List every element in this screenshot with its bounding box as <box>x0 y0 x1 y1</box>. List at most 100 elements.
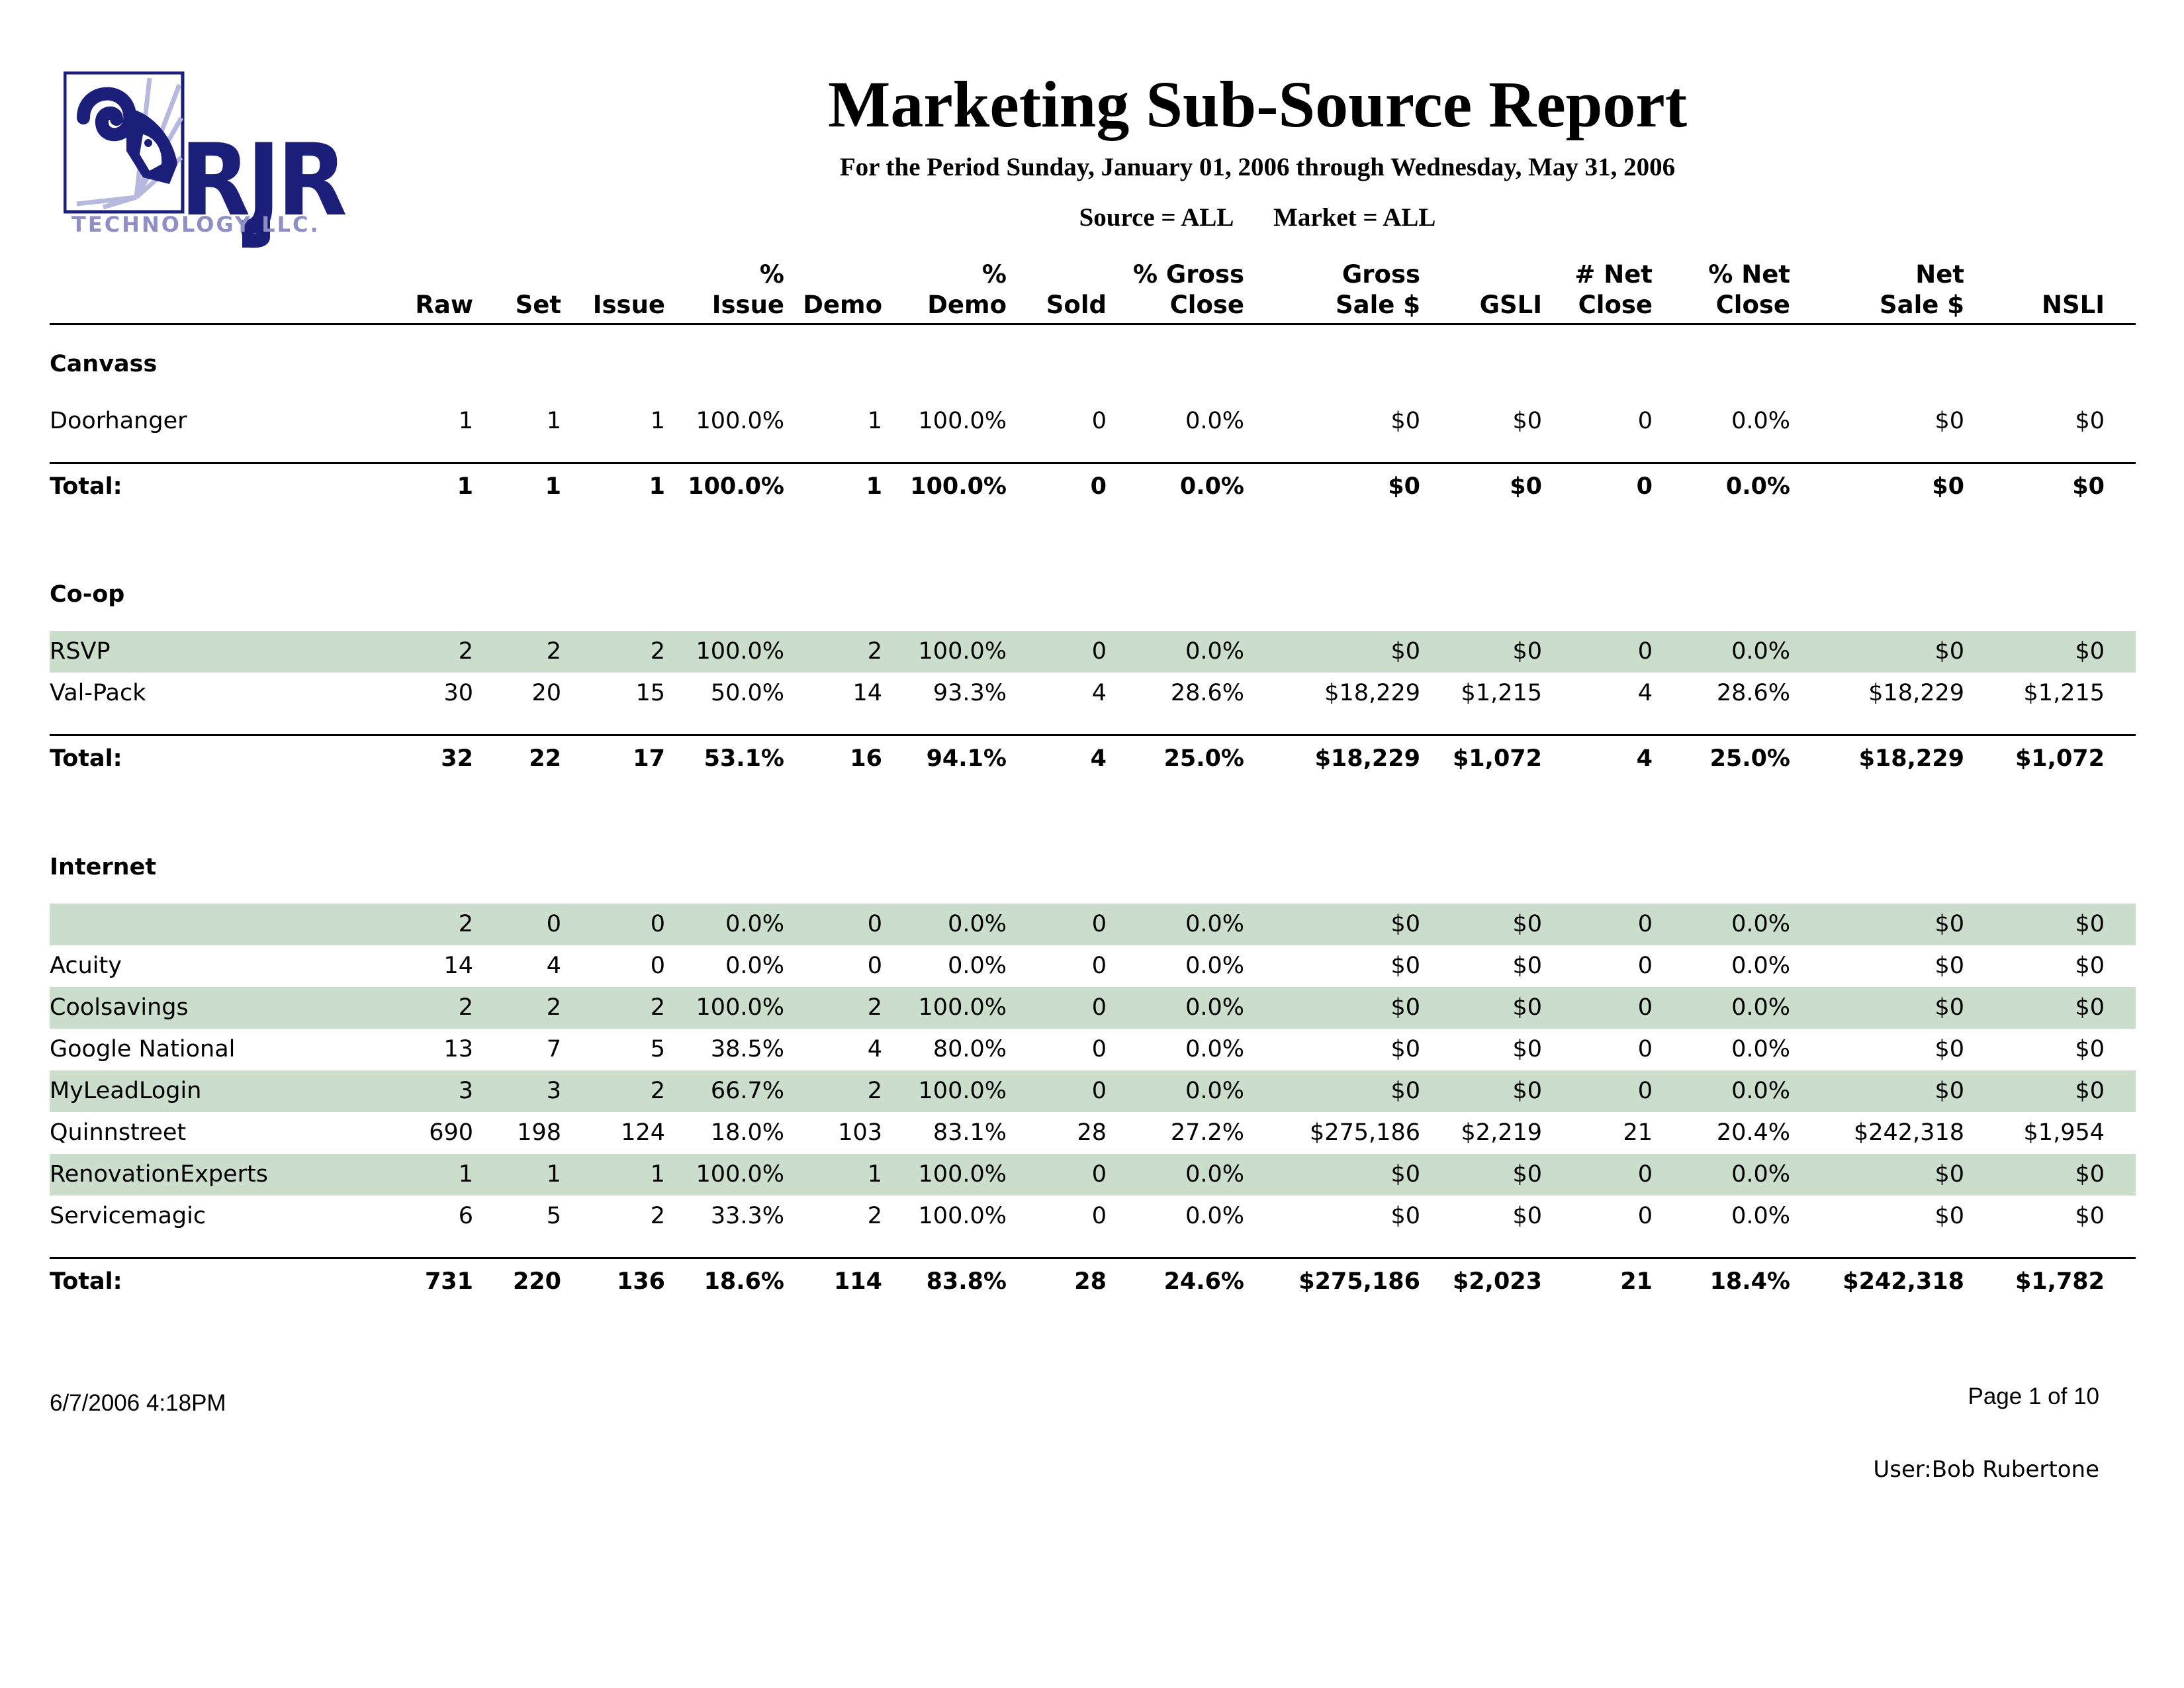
cell: 17 <box>633 745 665 772</box>
cell: 28.6% <box>1716 680 1790 706</box>
cell: $0 <box>1388 473 1420 500</box>
cell: 1 <box>649 473 665 500</box>
cell: 1 <box>867 408 882 434</box>
cell: $0 <box>1512 408 1542 434</box>
cell: 103 <box>838 1119 882 1146</box>
cell: 2 <box>867 1203 882 1229</box>
cell: 0.0% <box>1185 1078 1244 1104</box>
cell: $18,229 <box>1868 680 1964 706</box>
column-header-line1 <box>593 259 665 290</box>
cell: 20 <box>531 680 561 706</box>
cell: $0 <box>2075 911 2105 937</box>
cell: 6 <box>458 1203 473 1229</box>
cell: 18.4% <box>1709 1268 1790 1295</box>
column-header: Gross Sale $ <box>1336 259 1420 320</box>
column-header-line2: Sale $ <box>1879 291 1964 319</box>
cell: 3 <box>546 1078 561 1104</box>
column-header: # Net Close <box>1574 259 1653 320</box>
table-row: Servicemagic 6 5 2 33.3% 2 100.0% 0 0.0% $0 $0 0 0.0… <box>50 1196 2136 1237</box>
cell: 0.0% <box>725 911 784 937</box>
column-header: % Demo <box>927 259 1007 320</box>
cell: $0 <box>1934 1161 1964 1188</box>
row-label: Quinnstreet <box>50 1119 187 1146</box>
column-header-line1: % Gross <box>1132 260 1244 289</box>
cell: $1,215 <box>1461 680 1542 706</box>
cell: 0.0% <box>1731 1078 1790 1104</box>
cell: 83.1% <box>933 1119 1007 1146</box>
cell: $0 <box>1390 1203 1420 1229</box>
cell: $0 <box>1510 473 1542 500</box>
cell: 4 <box>1090 745 1107 772</box>
cell: 50.0% <box>710 680 784 706</box>
row-label: Doorhanger <box>50 408 187 434</box>
cell: 0 <box>1637 1036 1653 1062</box>
cell: $0 <box>1390 408 1420 434</box>
cell: 100.0% <box>918 408 1007 434</box>
cell: 4 <box>867 1036 882 1062</box>
cell: 0 <box>546 911 561 937</box>
cell: 18.0% <box>710 1119 784 1146</box>
column-header-line1: # Net <box>1574 260 1653 289</box>
cell: 0.0% <box>1185 994 1244 1021</box>
cell: 0 <box>1091 638 1107 665</box>
column-header-line2: Demo <box>803 291 882 319</box>
table-row: Coolsavings 2 2 2 100.0% 2 100.0% 0 0.0% $0 $0 0 0.0… <box>50 987 2136 1029</box>
cell: 0.0% <box>1725 473 1790 500</box>
cell: 2 <box>650 994 665 1021</box>
cell: $1,954 <box>2023 1119 2105 1146</box>
cell: $0 <box>1934 1203 1964 1229</box>
cell: $0 <box>2075 408 2105 434</box>
cell: 2 <box>546 994 561 1021</box>
cell: $0 <box>2075 1203 2105 1229</box>
column-header-line2: Demo <box>927 291 1007 319</box>
cell: $0 <box>2075 638 2105 665</box>
cell: $0 <box>1390 1078 1420 1104</box>
cell: 2 <box>458 638 473 665</box>
column-header-line1: % Net <box>1708 260 1790 289</box>
cell: 25.0% <box>1163 745 1244 772</box>
company-logo: RJR TECHNOLOGY LLC. <box>63 71 355 250</box>
cell: 2 <box>650 1203 665 1229</box>
cell: 0 <box>1091 1203 1107 1229</box>
column-header-line2: Close <box>1169 291 1244 319</box>
section-rule <box>50 462 2136 464</box>
cell: 28 <box>1077 1119 1107 1146</box>
cell: 13 <box>443 1036 473 1062</box>
cell: 0 <box>1091 994 1107 1021</box>
cell: 7 <box>546 1036 561 1062</box>
cell: 100.0% <box>696 1161 784 1188</box>
cell: 2 <box>458 994 473 1021</box>
cell: $0 <box>2075 953 2105 979</box>
cell: 14 <box>852 680 882 706</box>
cell: $1,072 <box>2015 745 2105 772</box>
cell: 198 <box>517 1119 561 1146</box>
cell: 0 <box>1637 953 1653 979</box>
column-header-line2: Issue <box>711 291 784 319</box>
cell: 0.0% <box>725 953 784 979</box>
cell: $275,186 <box>1309 1119 1420 1146</box>
cell: 28.6% <box>1170 680 1244 706</box>
row-label: Acuity <box>50 953 122 979</box>
cell: $0 <box>1934 638 1964 665</box>
column-header-line2: Close <box>1578 291 1653 319</box>
cell: 0.0% <box>1731 638 1790 665</box>
table-row: Quinnstreet 690 198 124 18.0% 103 83.1% 28 27.2%… <box>50 1112 2136 1154</box>
cell: 136 <box>616 1268 665 1295</box>
cell: $0 <box>1934 408 1964 434</box>
column-header-line1: Gross <box>1342 260 1420 289</box>
column-header-line2: NSLI <box>2042 291 2105 319</box>
cell: 0 <box>1637 911 1653 937</box>
cell: $2,219 <box>1461 1119 1542 1146</box>
column-header-line1 <box>1480 259 1542 290</box>
cell: $18,229 <box>1314 745 1420 772</box>
cell: 100.0% <box>696 638 784 665</box>
cell: 0 <box>1637 1203 1653 1229</box>
cell: 14 <box>443 953 473 979</box>
cell: $242,318 <box>1853 1119 1964 1146</box>
column-header: Set <box>516 259 561 320</box>
row-label: RSVP <box>50 638 111 665</box>
cell: $0 <box>1390 994 1420 1021</box>
column-header-line1: Net <box>1915 260 1964 289</box>
cell: 0.0% <box>1731 994 1790 1021</box>
cell: 22 <box>529 745 561 772</box>
